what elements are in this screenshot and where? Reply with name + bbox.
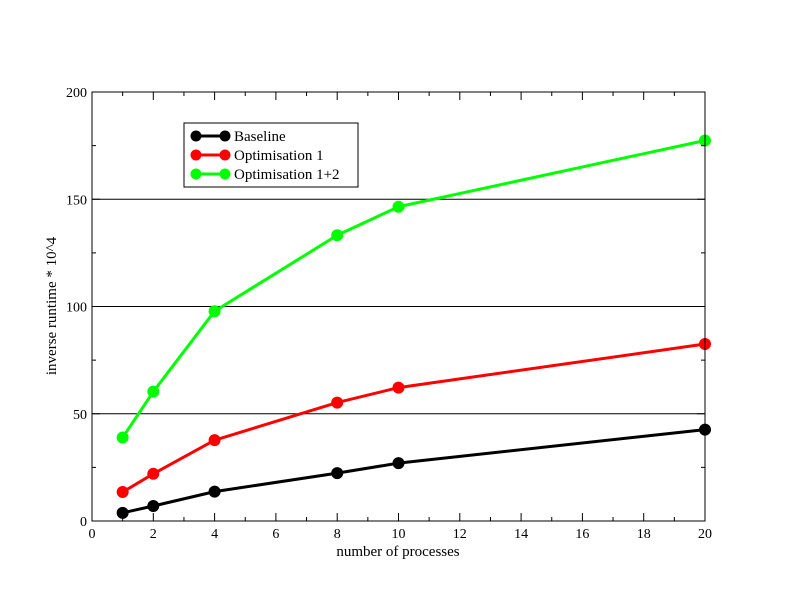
x-tick-label: 4 — [211, 527, 218, 542]
data-point — [331, 396, 344, 409]
data-point — [392, 200, 405, 213]
x-tick-label: 10 — [392, 527, 406, 542]
x-tick-label: 20 — [698, 527, 712, 542]
x-tick-label: 6 — [272, 527, 279, 542]
data-point — [116, 486, 129, 499]
x-tick-label: 8 — [334, 527, 341, 542]
data-point — [331, 467, 344, 480]
x-axis-label: number of processes — [336, 544, 459, 560]
y-tick-label: 50 — [73, 408, 87, 423]
y-tick-label: 0 — [80, 515, 87, 530]
legend-marker — [219, 168, 231, 180]
data-point — [147, 499, 160, 512]
legend-marker — [190, 149, 202, 161]
y-tick-label: 200 — [66, 86, 87, 101]
y-tick-label: 100 — [66, 301, 87, 316]
series-line — [121, 342, 706, 494]
legend: Baseline Optimisation 1 Optimisation 1+2 — [183, 122, 359, 188]
data-point — [392, 457, 405, 470]
data-point — [331, 229, 344, 242]
data-point — [116, 431, 129, 444]
legend-label: Baseline — [234, 129, 286, 145]
legend-marker — [190, 168, 202, 180]
x-tick-label: 12 — [453, 527, 467, 542]
x-tick-label: 2 — [150, 527, 157, 542]
y-axis-label: inverse runtime * 10^4 — [44, 236, 60, 375]
data-point — [147, 467, 160, 480]
legend-label: Optimisation 1 — [234, 148, 324, 164]
series-line — [121, 139, 706, 439]
data-point — [208, 485, 221, 498]
data-point — [208, 434, 221, 447]
data-point — [208, 305, 221, 318]
data-point — [392, 381, 405, 394]
legend-marker — [219, 149, 231, 161]
series-layer — [116, 134, 711, 519]
data-point — [116, 506, 129, 519]
x-tick-label: 0 — [89, 527, 96, 542]
x-tick-label: 14 — [514, 527, 528, 542]
legend-marker — [190, 130, 202, 142]
legend-marker — [219, 130, 231, 142]
legend-label: Optimisation 1+2 — [234, 167, 340, 183]
grid-lines — [92, 198, 705, 415]
y-tick-label: 150 — [66, 193, 87, 208]
data-point — [147, 385, 160, 398]
x-tick-label: 18 — [637, 527, 651, 542]
x-tick-label: 16 — [575, 527, 589, 542]
